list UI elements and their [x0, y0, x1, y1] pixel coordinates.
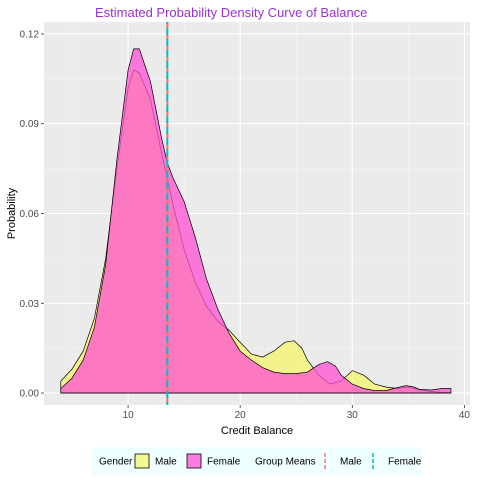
y-tick-label: 0.03	[20, 299, 40, 310]
legend-title-gender: Gender	[99, 457, 133, 468]
x-axis-title: Credit Balance	[221, 425, 293, 437]
legend-mean-label-male: Male	[340, 457, 362, 468]
y-tick-label: 0.06	[20, 209, 40, 220]
x-tick-label: 10	[123, 410, 135, 421]
chart-title: Estimated Probability Density Curve of B…	[95, 5, 367, 20]
density-area-female	[60, 48, 452, 394]
y-axis-title: Probability	[6, 187, 18, 239]
x-tick-label: 40	[459, 410, 471, 421]
legend-title-group-means: Group Means	[255, 457, 316, 468]
legend-swatch-female	[186, 453, 202, 469]
legend-label-female: Female	[207, 457, 241, 468]
legend-swatch-male	[134, 453, 150, 469]
axes: 0.00 0.03 0.06 0.09 0.12 10 20 30 40	[20, 29, 471, 421]
plot-area	[44, 22, 470, 405]
y-tick-label: 0.12	[20, 29, 40, 40]
legend: Gender Male Female Group Means Male Female	[92, 447, 422, 475]
y-tick-label: 0.09	[20, 119, 40, 130]
legend-mean-label-female: Female	[388, 457, 422, 468]
x-tick-label: 30	[347, 410, 359, 421]
legend-label-male: Male	[155, 457, 177, 468]
x-tick-label: 20	[235, 410, 247, 421]
y-tick-label: 0.00	[20, 389, 40, 400]
